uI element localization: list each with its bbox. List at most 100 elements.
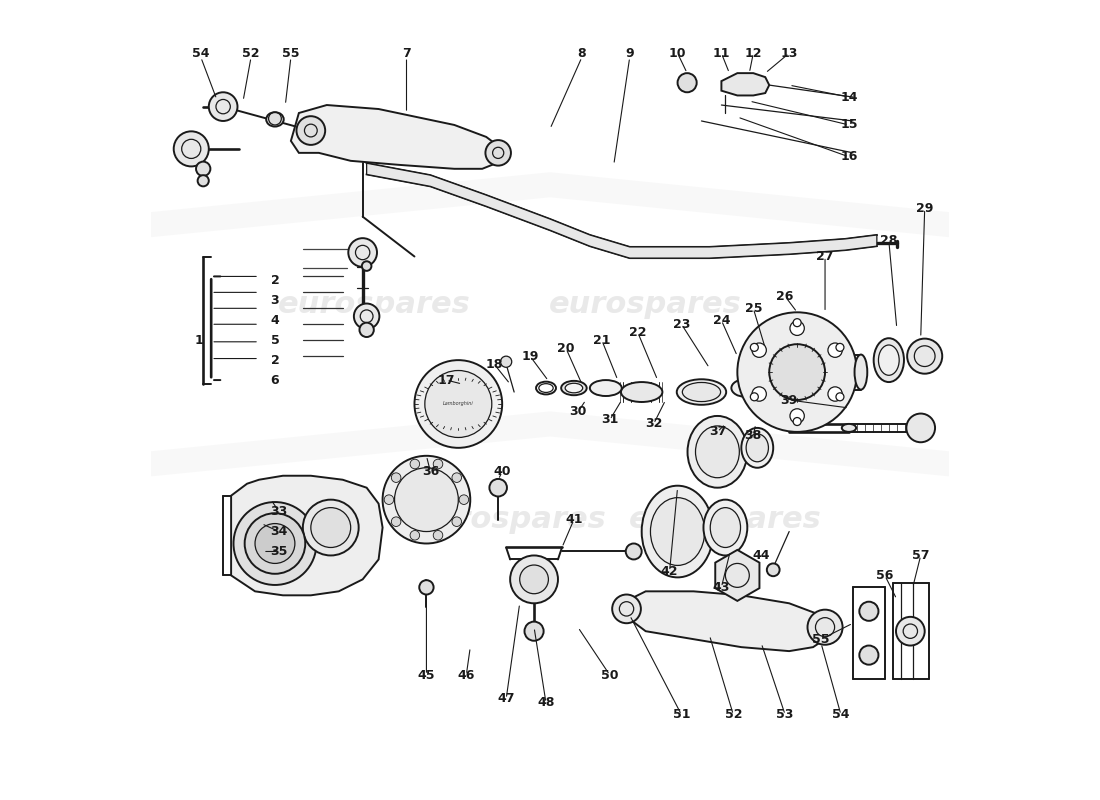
Text: 4: 4 [271, 314, 279, 326]
Text: 42: 42 [661, 565, 679, 578]
Circle shape [419, 580, 433, 594]
Circle shape [908, 338, 943, 374]
Text: 17: 17 [438, 374, 455, 386]
Text: 44: 44 [752, 549, 770, 562]
Text: 12: 12 [745, 46, 762, 60]
Text: 28: 28 [880, 234, 898, 247]
Text: 54: 54 [833, 709, 849, 722]
Text: 46: 46 [458, 669, 475, 682]
Ellipse shape [590, 380, 621, 396]
Ellipse shape [879, 345, 899, 375]
Ellipse shape [711, 508, 740, 547]
Circle shape [490, 479, 507, 497]
Text: 5: 5 [271, 334, 279, 346]
Circle shape [196, 162, 210, 176]
Text: 41: 41 [565, 513, 583, 526]
Circle shape [198, 175, 209, 186]
Text: 19: 19 [521, 350, 539, 362]
Circle shape [767, 563, 780, 576]
Text: 15: 15 [840, 118, 858, 131]
Text: 3: 3 [271, 294, 279, 307]
Ellipse shape [266, 112, 284, 126]
Circle shape [244, 514, 306, 574]
Circle shape [392, 473, 400, 482]
Polygon shape [621, 591, 829, 651]
Text: 6: 6 [271, 374, 279, 386]
Text: 13: 13 [781, 46, 798, 60]
Text: 43: 43 [713, 581, 730, 594]
Text: 25: 25 [745, 302, 762, 315]
Text: Lamborghini: Lamborghini [443, 402, 474, 406]
Circle shape [485, 140, 510, 166]
Circle shape [807, 610, 843, 645]
Ellipse shape [741, 428, 773, 468]
Circle shape [360, 322, 374, 337]
Circle shape [836, 393, 844, 401]
Text: 26: 26 [777, 290, 794, 303]
Text: 39: 39 [781, 394, 798, 406]
Text: 21: 21 [593, 334, 611, 346]
Circle shape [354, 303, 379, 329]
Text: eurospares: eurospares [278, 290, 471, 319]
Circle shape [626, 543, 641, 559]
Text: 54: 54 [192, 46, 210, 60]
Text: 53: 53 [777, 709, 794, 722]
Circle shape [433, 530, 443, 540]
Circle shape [510, 555, 558, 603]
Circle shape [297, 116, 326, 145]
Text: 2: 2 [271, 274, 279, 287]
Circle shape [790, 321, 804, 335]
Text: 55: 55 [283, 46, 299, 60]
Circle shape [769, 344, 825, 400]
Circle shape [752, 387, 767, 401]
Circle shape [362, 262, 372, 271]
Circle shape [525, 622, 543, 641]
Text: 20: 20 [558, 342, 574, 354]
Circle shape [859, 646, 879, 665]
Text: 11: 11 [713, 46, 730, 60]
Text: 30: 30 [569, 406, 586, 418]
Polygon shape [366, 163, 877, 258]
Text: 36: 36 [421, 466, 439, 478]
Text: 24: 24 [713, 314, 730, 326]
Text: 40: 40 [494, 466, 510, 478]
Text: 22: 22 [629, 326, 647, 338]
Circle shape [793, 418, 801, 426]
Ellipse shape [565, 383, 583, 393]
Text: 47: 47 [497, 693, 515, 706]
Circle shape [311, 508, 351, 547]
Circle shape [433, 459, 443, 469]
Circle shape [500, 356, 512, 367]
Circle shape [395, 468, 459, 531]
Ellipse shape [682, 382, 720, 402]
Text: 37: 37 [708, 426, 726, 438]
Circle shape [828, 343, 843, 358]
Text: 52: 52 [725, 709, 742, 722]
Text: 51: 51 [673, 709, 691, 722]
Text: eurospares: eurospares [414, 505, 606, 534]
Circle shape [255, 523, 295, 563]
Text: 56: 56 [876, 569, 893, 582]
Text: 1: 1 [195, 334, 204, 346]
Circle shape [790, 409, 804, 423]
Polygon shape [715, 550, 759, 601]
Text: 35: 35 [271, 545, 287, 558]
Text: 8: 8 [578, 46, 586, 60]
Circle shape [209, 92, 238, 121]
Text: 18: 18 [485, 358, 503, 370]
Text: 32: 32 [645, 418, 662, 430]
Circle shape [737, 312, 857, 432]
Ellipse shape [650, 498, 705, 566]
Polygon shape [722, 73, 769, 95]
Circle shape [750, 393, 758, 401]
Ellipse shape [842, 424, 856, 432]
Circle shape [452, 517, 462, 526]
Text: 7: 7 [403, 46, 411, 60]
Circle shape [392, 517, 400, 526]
Ellipse shape [676, 379, 726, 405]
Circle shape [896, 617, 925, 646]
Circle shape [859, 602, 879, 621]
Text: 16: 16 [840, 150, 858, 163]
Ellipse shape [688, 416, 747, 488]
Ellipse shape [621, 382, 662, 402]
